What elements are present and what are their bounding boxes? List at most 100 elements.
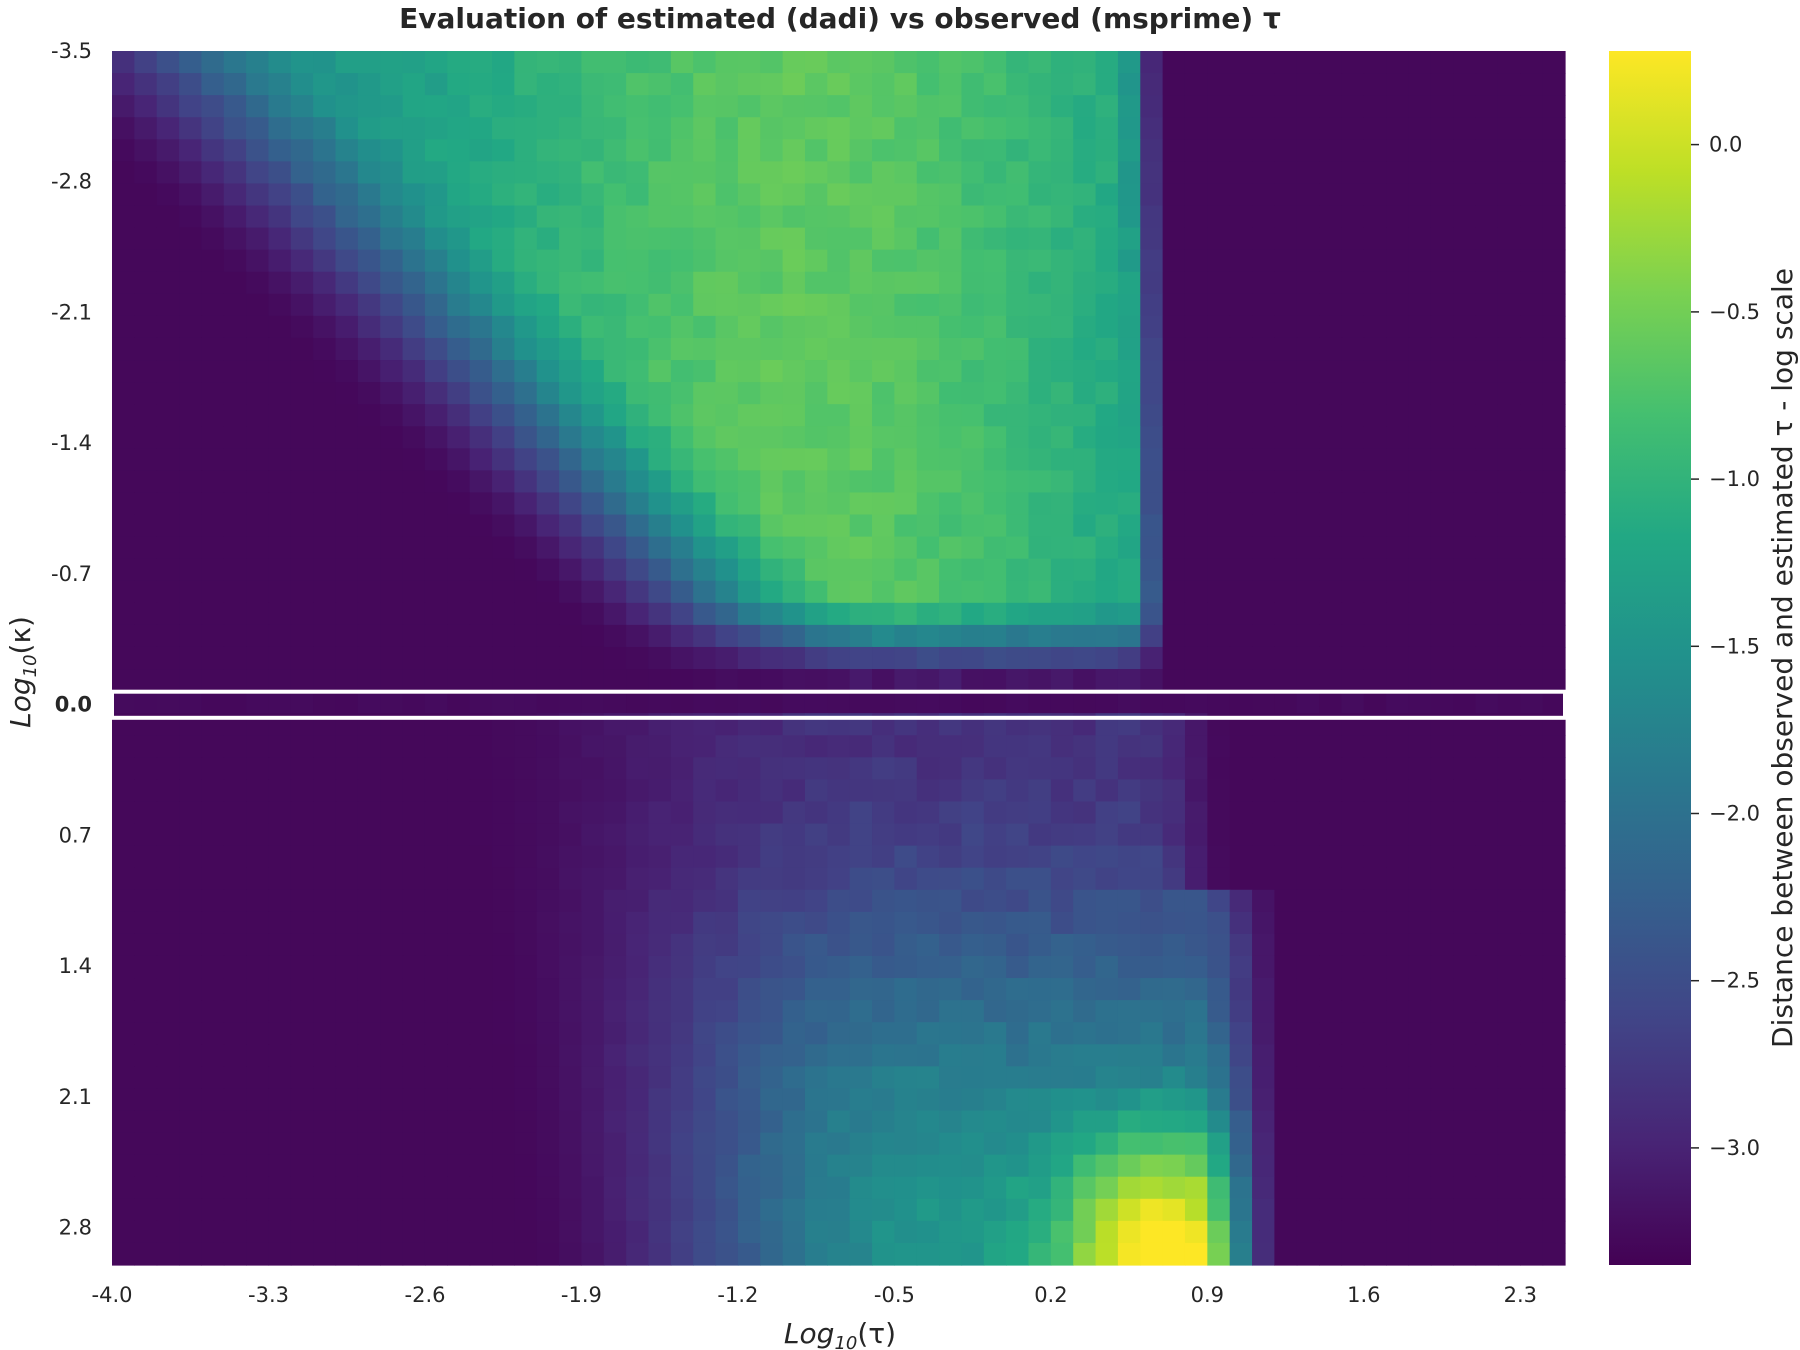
heatmap-cell bbox=[1475, 492, 1499, 516]
heatmap-cell bbox=[313, 933, 337, 957]
heatmap-cell bbox=[1073, 315, 1097, 339]
heatmap-cell bbox=[1296, 117, 1320, 140]
heatmap-cell bbox=[112, 382, 135, 405]
heatmap-cell bbox=[1475, 624, 1499, 648]
heatmap-cell bbox=[1050, 602, 1074, 626]
heatmap-cell bbox=[1542, 1154, 1566, 1178]
heatmap-cell bbox=[849, 1022, 873, 1045]
heatmap-cell bbox=[1184, 1000, 1208, 1023]
heatmap-cell bbox=[737, 514, 761, 538]
heatmap-cell bbox=[469, 1066, 493, 1090]
heatmap-cell bbox=[1274, 426, 1298, 449]
heatmap-cell bbox=[760, 867, 784, 891]
heatmap-cell bbox=[1050, 139, 1074, 162]
heatmap-cell bbox=[648, 271, 672, 295]
heatmap-cell bbox=[335, 867, 359, 891]
heatmap-cell bbox=[246, 1198, 270, 1222]
heatmap-cell bbox=[693, 624, 717, 648]
heatmap-cell bbox=[916, 845, 940, 869]
heatmap-cell bbox=[1296, 514, 1320, 538]
heatmap-cell bbox=[1229, 558, 1253, 582]
heatmap-cell bbox=[447, 933, 471, 957]
heatmap-cell bbox=[313, 845, 337, 869]
heatmap-cell bbox=[670, 911, 694, 935]
heatmap-cell bbox=[1095, 1044, 1119, 1067]
heatmap-cell bbox=[1252, 1176, 1275, 1200]
heatmap-cell bbox=[1386, 1022, 1410, 1045]
heatmap-cell bbox=[290, 448, 314, 471]
heatmap-cell bbox=[693, 205, 717, 229]
heatmap-cell bbox=[268, 1176, 292, 1200]
heatmap-cell bbox=[201, 51, 225, 74]
heatmap-cell bbox=[939, 735, 963, 758]
heatmap-cell bbox=[626, 955, 650, 979]
heatmap-cell bbox=[268, 271, 292, 295]
heatmap-cell bbox=[916, 669, 940, 692]
heatmap-cell bbox=[939, 1044, 963, 1067]
heatmap-cell bbox=[536, 801, 560, 825]
heatmap-cells bbox=[112, 51, 1566, 1266]
heatmap-cell bbox=[1028, 51, 1052, 74]
heatmap-cell bbox=[1319, 51, 1343, 74]
heatmap-cell bbox=[827, 205, 851, 229]
heatmap-cell bbox=[1386, 823, 1410, 847]
heatmap-cell bbox=[737, 161, 761, 185]
heatmap-cell bbox=[424, 646, 448, 670]
heatmap-cell bbox=[1184, 955, 1208, 979]
heatmap-cell bbox=[380, 161, 404, 185]
heatmap-cell bbox=[313, 1198, 337, 1222]
heatmap-cell bbox=[1229, 955, 1253, 979]
heatmap-cell bbox=[1430, 205, 1454, 229]
heatmap-cell bbox=[1140, 845, 1164, 869]
heatmap-cell bbox=[1028, 867, 1052, 891]
heatmap-cell bbox=[1430, 360, 1454, 383]
heatmap-cell bbox=[424, 1176, 448, 1200]
heatmap-cell bbox=[335, 448, 359, 471]
heatmap-cell bbox=[827, 867, 851, 891]
heatmap-cell bbox=[290, 801, 314, 825]
heatmap-cell bbox=[983, 602, 1007, 626]
heatmap-cell bbox=[335, 602, 359, 626]
heatmap-cell bbox=[939, 1110, 963, 1134]
heatmap-cell bbox=[492, 404, 515, 427]
heatmap-cell bbox=[134, 1154, 158, 1178]
heatmap-cell bbox=[313, 757, 337, 780]
heatmap-cell bbox=[1140, 271, 1164, 295]
heatmap-cell bbox=[603, 426, 627, 449]
zero-row-separator-lines bbox=[110, 689, 1567, 720]
heatmap-cell bbox=[1296, 823, 1320, 847]
heatmap-cell bbox=[335, 911, 359, 935]
heatmap-cell bbox=[849, 382, 873, 405]
heatmap-cell bbox=[1296, 470, 1320, 494]
heatmap-cell bbox=[782, 536, 806, 560]
heatmap-cell bbox=[201, 360, 225, 383]
heatmap-cell bbox=[1319, 889, 1343, 913]
heatmap-cell bbox=[447, 337, 471, 361]
heatmap-cell bbox=[268, 448, 292, 471]
heatmap-cell bbox=[134, 801, 158, 825]
heatmap-cell bbox=[559, 1110, 583, 1134]
heatmap-cell bbox=[290, 1022, 314, 1045]
heatmap-cell bbox=[849, 1066, 873, 1090]
heatmap-cell bbox=[402, 1176, 426, 1200]
heatmap-cell bbox=[1341, 293, 1365, 317]
heatmap-cell bbox=[335, 646, 359, 670]
heatmap-cell bbox=[626, 404, 650, 427]
heatmap-cell bbox=[1363, 1088, 1387, 1112]
heatmap-cell bbox=[1117, 470, 1141, 494]
heatmap-cell bbox=[1363, 580, 1387, 604]
heatmap-cell bbox=[559, 1198, 583, 1222]
heatmap-cell bbox=[112, 536, 135, 560]
heatmap-cell bbox=[492, 779, 515, 803]
heatmap-cell bbox=[179, 1176, 203, 1200]
heatmap-cell bbox=[1274, 315, 1298, 339]
heatmap-cell bbox=[536, 404, 560, 427]
heatmap-cell bbox=[715, 757, 739, 780]
heatmap-cell bbox=[536, 558, 560, 582]
heatmap-cell bbox=[268, 911, 292, 935]
heatmap-cell bbox=[335, 889, 359, 913]
heatmap-cell bbox=[760, 669, 784, 692]
heatmap-cell bbox=[1453, 337, 1477, 361]
heatmap-cell bbox=[626, 867, 650, 891]
heatmap-cell bbox=[961, 271, 985, 295]
